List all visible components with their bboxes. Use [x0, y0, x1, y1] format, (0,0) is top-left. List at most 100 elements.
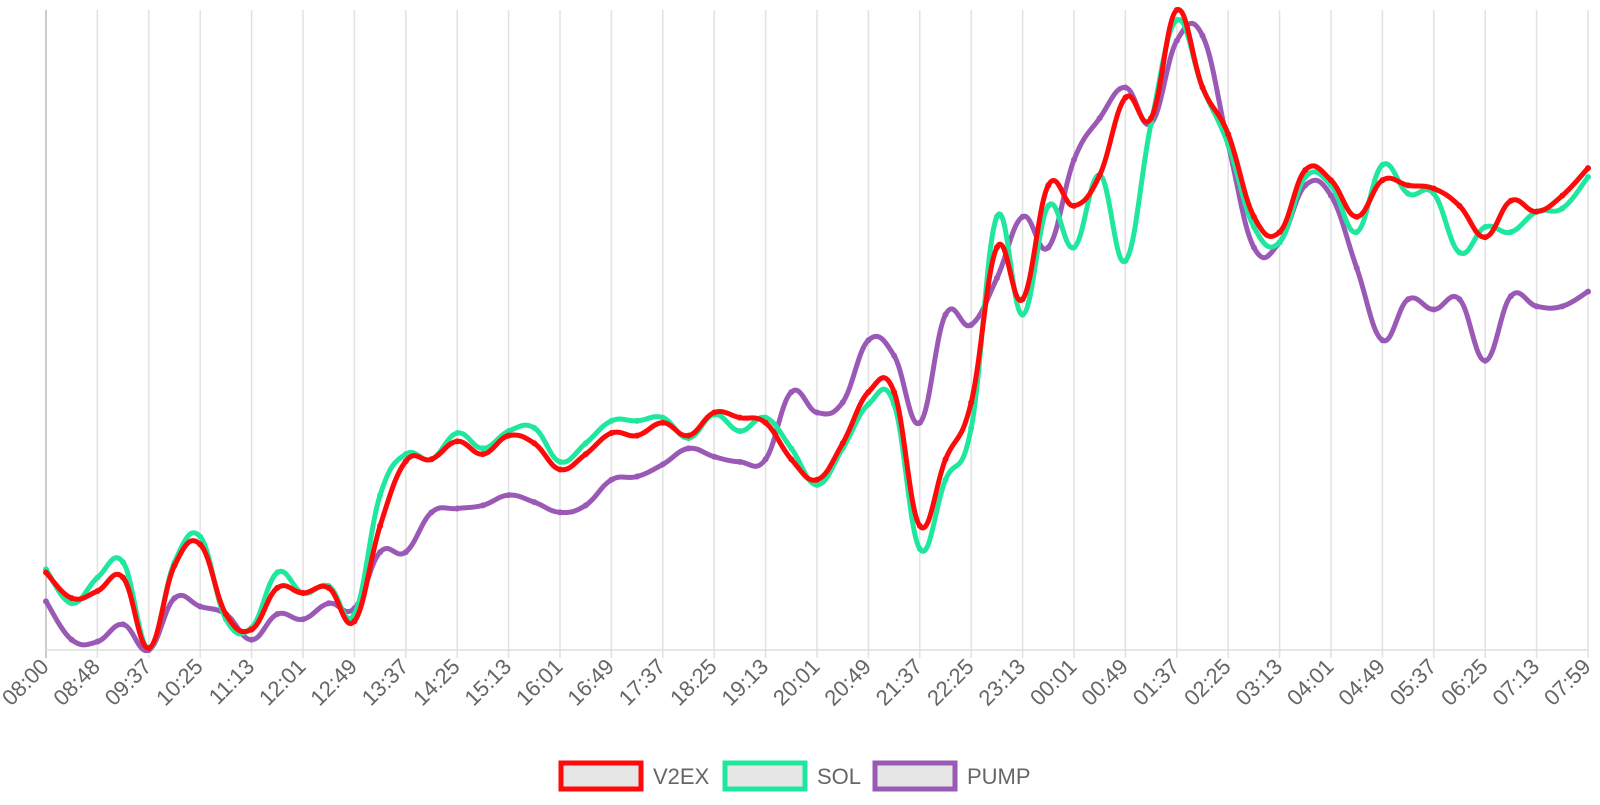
data-point: [68, 600, 75, 607]
data-point: [814, 481, 820, 488]
series-line: [44, 7, 1590, 651]
x-tick-label: 03:13: [1231, 654, 1288, 711]
data-point: [1559, 205, 1566, 212]
x-tick-label: 22:25: [922, 654, 979, 711]
data-point: [479, 502, 486, 509]
data-point: [43, 598, 49, 605]
data-point: [120, 621, 127, 628]
data-point: [736, 458, 743, 465]
data-point: [865, 337, 872, 344]
legend-item[interactable]: SOL: [722, 760, 861, 792]
x-tick-label: 06:25: [1436, 654, 1493, 711]
data-point: [891, 352, 898, 359]
legend-item[interactable]: PUMP: [872, 760, 1031, 792]
x-tick-label: 16:01: [511, 654, 568, 711]
x-tick-label: 08:00: [0, 654, 54, 711]
data-point: [1045, 244, 1052, 251]
data-point: [1507, 293, 1514, 300]
data-point: [1456, 249, 1463, 256]
data-point: [1148, 115, 1155, 122]
data-point: [942, 311, 949, 318]
data-point: [659, 414, 666, 421]
x-tick-label: 17:37: [614, 654, 671, 711]
data-point: [1328, 192, 1334, 199]
data-point: [1379, 161, 1386, 168]
data-point: [1353, 213, 1360, 220]
data-point: [1199, 84, 1206, 91]
data-point: [1173, 7, 1180, 13]
data-point: [993, 275, 1000, 282]
data-point: [891, 389, 898, 396]
data-point: [557, 466, 563, 473]
data-point: [1019, 311, 1026, 318]
data-point: [1585, 174, 1591, 181]
data-point: [1353, 229, 1360, 236]
data-point: [582, 440, 589, 447]
data-point: [145, 645, 152, 652]
x-tick-label: 21:37: [871, 654, 928, 711]
x-tick-label: 00:01: [1025, 654, 1082, 711]
data-point: [865, 389, 872, 396]
data-point: [428, 509, 435, 516]
data-point: [736, 428, 743, 435]
data-point: [300, 616, 306, 623]
data-point: [248, 626, 255, 633]
data-point: [1430, 185, 1437, 192]
legend-swatch: [872, 760, 958, 792]
x-tick-label: 16:49: [562, 654, 619, 711]
data-point: [120, 559, 127, 566]
data-point: [993, 244, 1000, 251]
data-point: [942, 456, 949, 463]
data-point: [685, 445, 692, 452]
x-tick-label: 23:13: [974, 654, 1031, 711]
data-point: [659, 461, 666, 468]
data-point: [1507, 197, 1514, 204]
x-tick-label: 01:37: [1128, 654, 1185, 711]
data-point: [531, 499, 538, 506]
data-point: [1071, 156, 1077, 163]
data-point: [1225, 131, 1232, 138]
x-tick-label: 13:37: [357, 654, 414, 711]
data-point: [1019, 296, 1026, 303]
data-point: [788, 389, 795, 396]
data-point: [1328, 177, 1334, 184]
data-point: [557, 509, 563, 516]
data-point: [479, 445, 486, 452]
data-point: [1585, 288, 1591, 295]
data-point: [762, 419, 769, 426]
data-point: [916, 545, 923, 552]
legend-item[interactable]: V2EX: [558, 760, 710, 792]
data-point: [1405, 182, 1412, 189]
data-point: [814, 476, 820, 483]
data-point: [1122, 94, 1129, 101]
data-point: [1096, 172, 1103, 179]
data-point: [762, 456, 769, 463]
data-point: [1173, 37, 1180, 44]
data-point: [1533, 303, 1540, 310]
data-point: [325, 584, 332, 591]
data-point: [197, 603, 204, 610]
x-tick-label: 11:13: [204, 654, 259, 709]
data-point: [274, 584, 281, 591]
data-point: [634, 417, 641, 424]
data-point: [43, 569, 49, 576]
data-point: [274, 569, 281, 576]
data-point: [788, 445, 795, 452]
data-point: [968, 399, 975, 406]
x-tick-label: 04:49: [1333, 654, 1390, 711]
x-tick-label: 10:25: [151, 654, 208, 711]
data-point: [1405, 190, 1412, 197]
data-point: [865, 401, 872, 408]
data-point: [351, 618, 358, 625]
data-point: [68, 636, 75, 643]
data-point: [274, 611, 281, 618]
data-point: [582, 502, 589, 509]
data-point: [1096, 115, 1103, 122]
data-point: [1045, 182, 1052, 189]
data-point: [839, 440, 846, 447]
x-tick-label: 20:49: [819, 654, 876, 711]
data-point: [454, 438, 461, 445]
data-point: [197, 533, 204, 540]
legend-label: SOL: [817, 764, 861, 789]
data-point: [1482, 357, 1489, 364]
